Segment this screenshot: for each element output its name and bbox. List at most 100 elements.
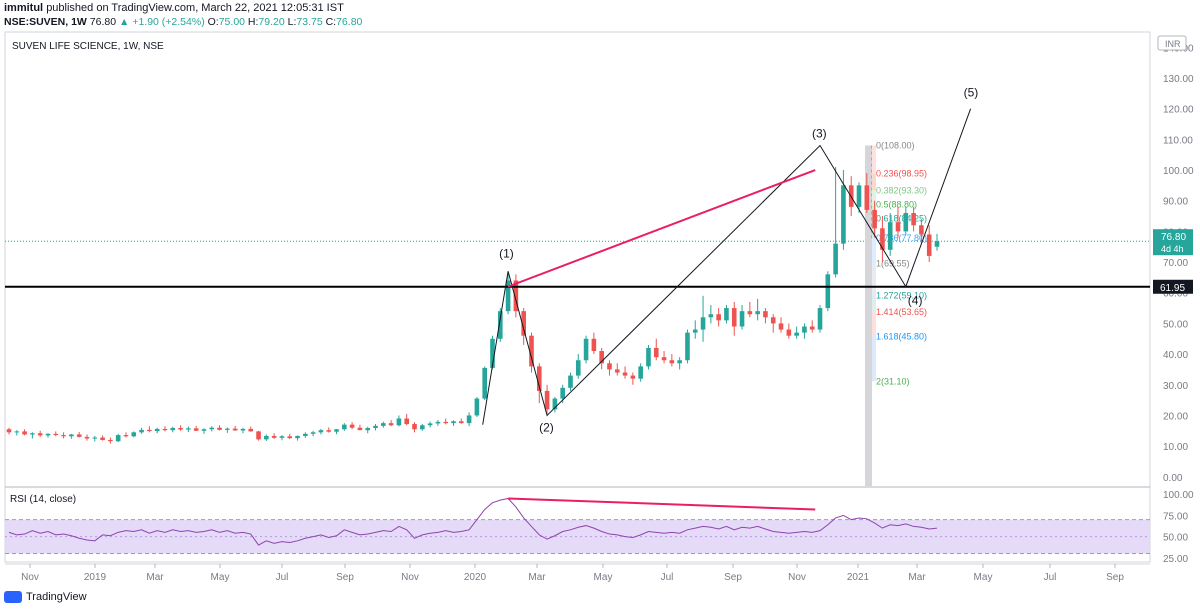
candle-body xyxy=(692,329,698,333)
candle-body xyxy=(256,431,261,440)
fib-level-label: 0(108.00) xyxy=(876,141,915,151)
close-label: C: xyxy=(325,16,337,28)
candle-body xyxy=(209,427,215,430)
rsi-tick-label: 50.00 xyxy=(1163,533,1188,544)
time-axis-label: Nov xyxy=(401,572,419,583)
time-axis-label: Mar xyxy=(146,572,164,583)
candle-body xyxy=(147,429,152,432)
candle-body xyxy=(544,390,550,410)
candle-body xyxy=(108,439,113,442)
candle-body xyxy=(731,308,737,327)
candle-body xyxy=(809,326,815,330)
fib-column xyxy=(865,145,872,486)
fib-band xyxy=(872,190,876,205)
time-axis-label: 2021 xyxy=(847,572,870,583)
last-price: 76.80 xyxy=(89,16,117,28)
candle-body xyxy=(326,430,332,432)
candle-body xyxy=(388,423,394,426)
fib-band xyxy=(872,336,876,382)
open-label: O: xyxy=(207,16,219,28)
candle-body xyxy=(622,372,628,376)
candle-body xyxy=(76,434,82,437)
candle-body xyxy=(404,418,410,425)
currency-label: INR xyxy=(1165,39,1181,49)
support-price-label: 61.95 xyxy=(1160,283,1185,294)
candle-body xyxy=(497,311,503,339)
elliott-wave-path xyxy=(482,108,972,425)
candle-body xyxy=(794,332,799,336)
fib-band xyxy=(872,295,876,313)
time-axis-label: 2020 xyxy=(464,572,487,583)
candle-body xyxy=(225,428,230,430)
price-tick-label: 20.00 xyxy=(1163,411,1188,422)
candle-body xyxy=(560,387,565,399)
candle-body xyxy=(427,423,433,426)
candle-body xyxy=(778,323,784,330)
fib-level-label: 0.236(98.95) xyxy=(876,168,927,178)
candle-body xyxy=(763,311,768,318)
candle-body xyxy=(934,241,940,247)
tradingview-logo-icon xyxy=(4,591,22,603)
price-chart[interactable]: 0.0010.0020.0030.0040.0050.0060.0070.008… xyxy=(0,30,1200,590)
price-tick-label: 50.00 xyxy=(1163,319,1188,330)
publish-info: immitul published on TradingView.com, Ma… xyxy=(4,2,344,14)
currency-badge xyxy=(1157,35,1187,51)
candle-body xyxy=(599,351,604,364)
fib-level-label: 1.618(45.80) xyxy=(876,331,927,341)
chart-title: SUVEN LIFE SCIENCE, 1W, NSE xyxy=(12,41,164,52)
candle-body xyxy=(279,436,285,438)
brand-name: TradingView xyxy=(26,591,87,603)
candle-body xyxy=(513,280,519,312)
price-tick-label: 130.00 xyxy=(1163,74,1194,85)
candle-body xyxy=(14,431,20,433)
fib-band xyxy=(872,263,876,296)
price-tick-label: 60.00 xyxy=(1163,289,1188,300)
candle-body xyxy=(22,431,27,435)
fib-band xyxy=(872,173,876,191)
candle-body xyxy=(521,311,526,336)
published-text: published on TradingView.com, March 22, … xyxy=(46,2,344,14)
time-axis-label: Nov xyxy=(21,572,39,583)
wave-label: (2) xyxy=(539,420,554,434)
candle-body xyxy=(833,243,838,275)
low-value: 73.75 xyxy=(296,16,323,28)
rsi-divergence-line xyxy=(508,497,816,511)
candle-body xyxy=(669,360,675,364)
candle-body xyxy=(490,338,495,368)
candle-body xyxy=(154,428,160,432)
candle-body xyxy=(591,338,597,352)
close-value: 76.80 xyxy=(336,16,363,28)
candle-body xyxy=(84,436,90,439)
price-tick-label: 120.00 xyxy=(1163,105,1194,116)
candle-body xyxy=(248,428,254,432)
candle-body xyxy=(895,222,901,232)
fib-level-label: 1(69.55) xyxy=(876,258,910,268)
candle-body xyxy=(825,274,831,309)
fib-band xyxy=(872,312,876,337)
open-value: 75.00 xyxy=(218,16,245,28)
candle-body xyxy=(716,314,721,321)
candle-body xyxy=(295,435,300,439)
price-divergence-line xyxy=(507,169,816,288)
time-axis-label: Sep xyxy=(1106,572,1124,583)
rsi-tick-label: 75.00 xyxy=(1163,511,1188,522)
candle-body xyxy=(607,363,612,370)
author-name[interactable]: immitul xyxy=(4,2,44,14)
rsi-label: RSI (14, close) xyxy=(10,494,76,505)
candle-body xyxy=(786,329,792,336)
price-tick-label: 70.00 xyxy=(1163,258,1188,269)
wave-label: (1) xyxy=(499,246,514,260)
candle-body xyxy=(841,185,846,244)
candle-body xyxy=(638,366,643,379)
support-price-badge xyxy=(1153,279,1193,294)
candle-body xyxy=(349,424,355,428)
price-tick-label: 40.00 xyxy=(1163,350,1188,361)
candle-body xyxy=(435,421,441,424)
price-tick-label: 30.00 xyxy=(1163,381,1188,392)
candle-body xyxy=(240,428,246,431)
candle-body xyxy=(747,311,753,315)
candle-body xyxy=(880,228,885,250)
candle-body xyxy=(61,435,66,437)
wave-label: (4) xyxy=(908,294,923,308)
candle-body xyxy=(482,367,487,399)
